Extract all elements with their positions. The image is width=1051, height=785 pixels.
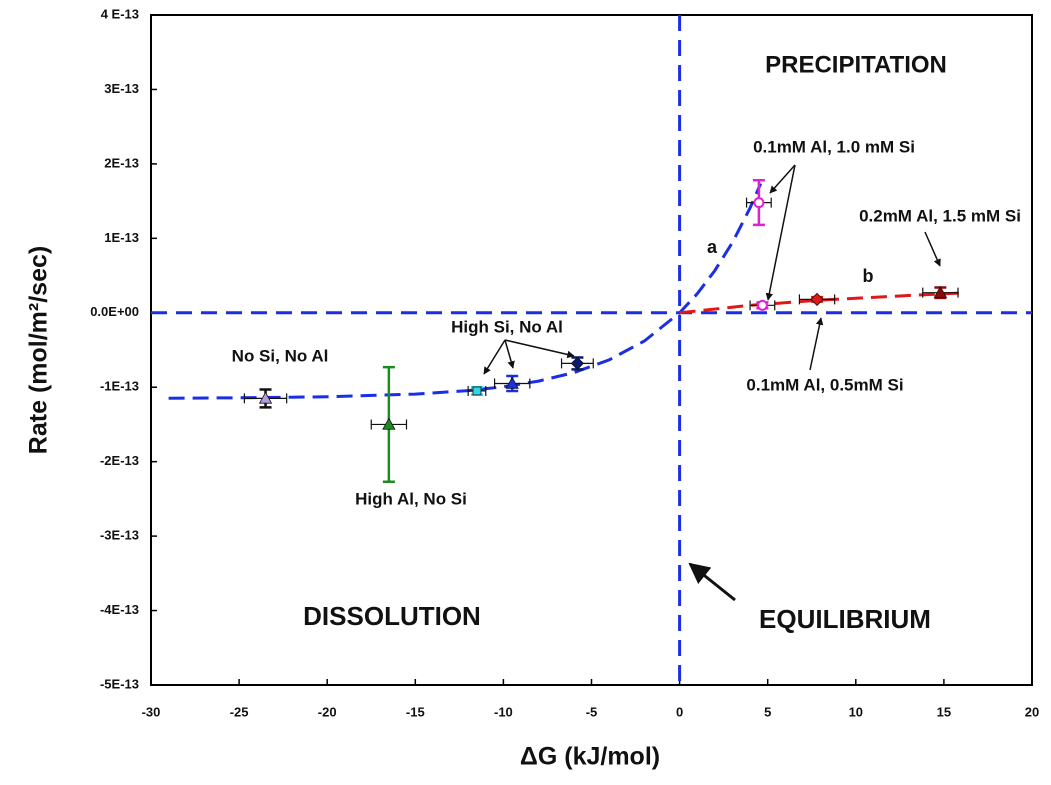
point (570, 356, 584, 370)
x-tick-label: -10 (494, 704, 513, 719)
annotation: PRECIPITATION (765, 51, 947, 78)
x-tick-label: 15 (937, 704, 951, 719)
annotation: High Al, No Si (355, 489, 467, 508)
point (472, 386, 482, 396)
arrows (483, 164, 941, 602)
fit-curve (679, 291, 967, 315)
x-tick-label: 5 (764, 704, 771, 719)
y-tick-label: -2E-13 (100, 453, 139, 468)
y-tick-label: -4E-13 (100, 602, 139, 617)
annotation: b (863, 266, 874, 286)
x-tick-label: -5 (586, 704, 598, 719)
x-tick-label: 0 (676, 704, 683, 719)
fit-curve (168, 182, 763, 400)
point (753, 197, 765, 209)
x-tick-label: 10 (849, 704, 863, 719)
y-tick-label: 2E-13 (104, 155, 139, 170)
y-axis-label: Rate (mol/m²/sec) (25, 246, 53, 454)
point (505, 376, 519, 389)
annotation: a (707, 237, 718, 257)
point (382, 417, 396, 430)
y-tick-label: -1E-13 (100, 379, 139, 394)
point (810, 292, 824, 306)
x-axis-label: ΔG (kJ/mol) (520, 743, 660, 771)
point (258, 391, 273, 404)
point (933, 285, 948, 298)
annotation: EQUILIBRIUM (759, 604, 931, 634)
x-tick-label: -15 (406, 704, 425, 719)
y-tick-label: -5E-13 (100, 676, 139, 691)
y-tick-label: 0.0E+00 (90, 304, 139, 319)
point (756, 299, 768, 311)
y-tick-label: 4 E-13 (101, 6, 139, 21)
y-tick-label: 3E-13 (104, 81, 139, 96)
x-tick-label: -20 (318, 704, 337, 719)
annotation: 0.2mM Al, 1.5 mM Si (859, 206, 1021, 225)
annotation: High Si, No Al (451, 317, 563, 336)
x-tick-label: -25 (230, 704, 249, 719)
annotation: No Si, No Al (232, 346, 329, 365)
annotation: DISSOLUTION (303, 601, 481, 631)
annotation: 0.1mM Al, 0.5mM Si (746, 375, 903, 394)
y-tick-label: 1E-13 (104, 230, 139, 245)
y-tick-label: -3E-13 (100, 528, 139, 543)
x-tick-label: -30 (142, 704, 161, 719)
annotation: 0.1mM Al, 1.0 mM Si (753, 137, 915, 156)
x-tick-label: 20 (1025, 704, 1039, 719)
